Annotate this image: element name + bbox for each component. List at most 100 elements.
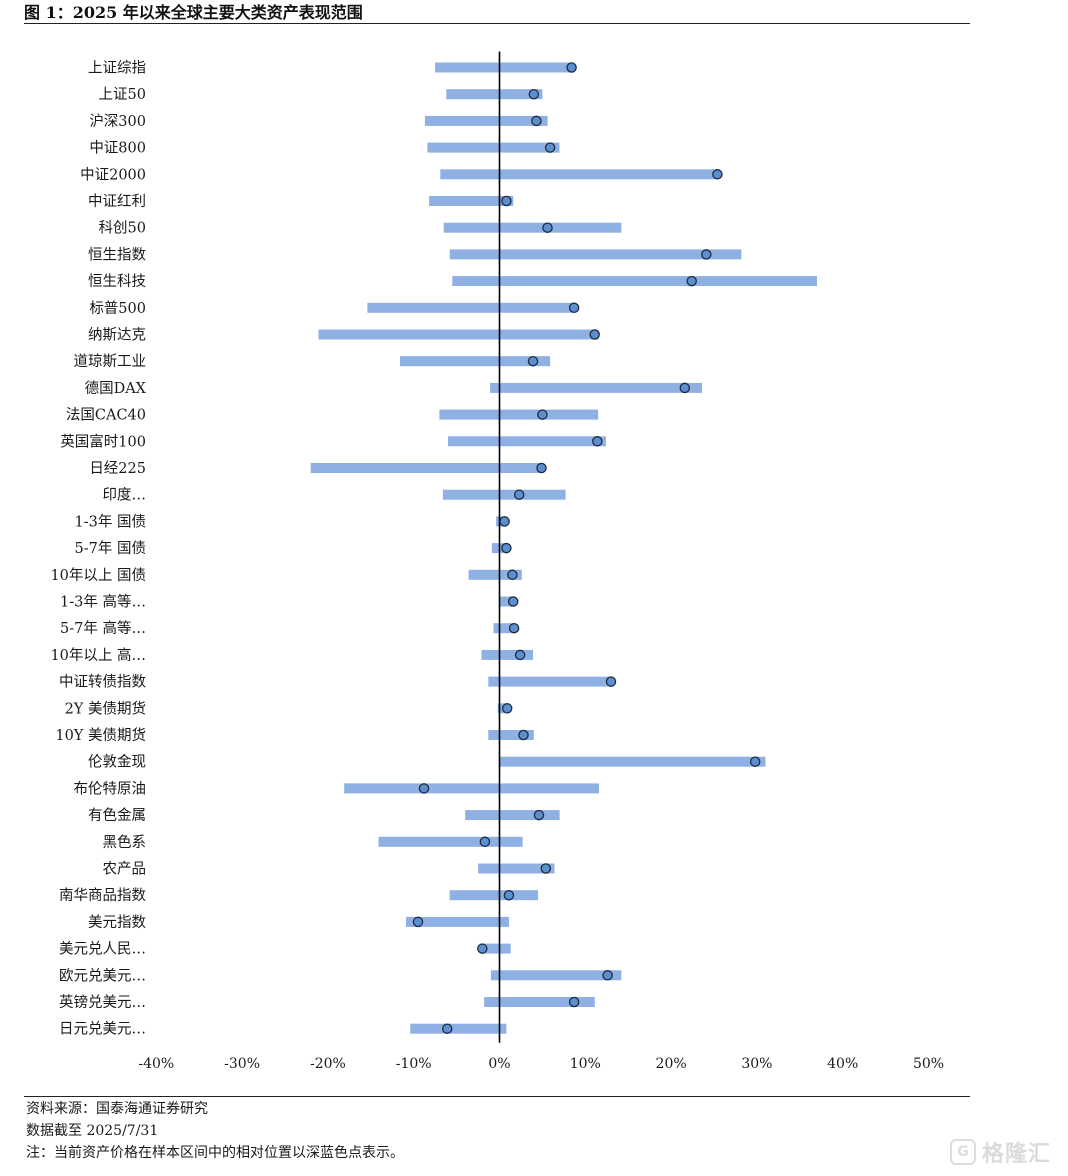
category-label: 上证综指 bbox=[88, 60, 146, 77]
current-point bbox=[605, 676, 617, 687]
current-point bbox=[507, 596, 519, 607]
category-label: 英国富时100 bbox=[60, 432, 146, 450]
range-bar bbox=[465, 810, 560, 821]
current-point bbox=[701, 249, 712, 260]
current-point bbox=[501, 195, 512, 207]
category-label: 有色金属 bbox=[88, 807, 146, 824]
current-point bbox=[418, 783, 430, 794]
category-label: 中证800 bbox=[89, 140, 146, 157]
x-tick-label: -40% bbox=[138, 1056, 174, 1072]
current-point bbox=[533, 809, 545, 821]
date-note: 数据截至 2025/7/31 bbox=[26, 1123, 159, 1139]
range-bar bbox=[449, 249, 742, 260]
range-bar bbox=[424, 115, 548, 126]
range-bar bbox=[318, 329, 599, 340]
range-bar bbox=[468, 569, 522, 580]
current-point bbox=[513, 489, 525, 500]
category-label: 纳斯达克 bbox=[88, 327, 146, 344]
category-label: 道琼斯工业 bbox=[74, 353, 147, 370]
range-bar bbox=[490, 970, 622, 981]
category-label: 恒生科技 bbox=[88, 273, 146, 290]
range-bar bbox=[367, 302, 575, 313]
current-point bbox=[542, 222, 553, 233]
range-bar bbox=[493, 623, 515, 634]
current-point bbox=[592, 436, 603, 447]
current-point bbox=[544, 142, 556, 153]
category-label: 恒生指数 bbox=[88, 246, 146, 263]
range-bar bbox=[488, 730, 534, 740]
x-tick-label: -30% bbox=[224, 1056, 260, 1072]
current-point bbox=[531, 115, 542, 127]
range-bar bbox=[439, 409, 599, 420]
category-label: 10Y 美债期货 bbox=[55, 727, 146, 744]
range-bar bbox=[310, 463, 543, 473]
current-point bbox=[537, 409, 548, 420]
category-label: 2Y 美债期货 bbox=[65, 700, 146, 717]
current-point bbox=[568, 302, 580, 314]
category-label: 1-3年 国债 bbox=[75, 513, 146, 530]
category-label: 中证转债指数 bbox=[59, 674, 146, 691]
comment-note: 注：当前资产价格在样本区间中的相对位置以深蓝色点表示。 bbox=[26, 1145, 404, 1161]
category-label: 黑色系 bbox=[103, 834, 147, 851]
x-tick-label: -20% bbox=[310, 1056, 346, 1072]
current-point bbox=[566, 62, 577, 73]
x-tick-label: 50% bbox=[913, 1056, 944, 1072]
category-label: 上证50 bbox=[99, 86, 146, 103]
range-bar bbox=[484, 997, 595, 1007]
current-point bbox=[501, 703, 513, 714]
category-label: 印度… bbox=[103, 487, 147, 504]
category-label: 南华商品指数 bbox=[59, 887, 146, 904]
current-point bbox=[568, 996, 580, 1008]
category-label: 标普500 bbox=[89, 300, 146, 317]
category-label: 法国CAC40 bbox=[66, 407, 146, 424]
category-label: 英镑兑美元… bbox=[59, 993, 146, 1011]
range-bar bbox=[435, 62, 573, 73]
x-tick-label: 30% bbox=[741, 1056, 772, 1072]
range-bar bbox=[429, 196, 514, 206]
range-bar bbox=[442, 489, 566, 500]
range-bar bbox=[344, 783, 599, 794]
top-rule bbox=[24, 23, 970, 24]
current-point bbox=[479, 836, 491, 848]
current-point bbox=[536, 462, 547, 474]
current-point bbox=[503, 889, 515, 901]
category-label: 伦敦金现 bbox=[88, 754, 146, 771]
range-bar bbox=[481, 649, 533, 660]
current-point bbox=[501, 542, 512, 554]
category-label: 10年以上 国债 bbox=[50, 567, 146, 584]
current-point bbox=[507, 569, 518, 581]
category-label: 欧元兑美元… bbox=[59, 967, 146, 984]
category-label: 日元兑美元… bbox=[59, 1021, 146, 1038]
category-label: 布伦特原油 bbox=[74, 780, 147, 797]
range-bar bbox=[378, 836, 523, 847]
category-label: 德国DAX bbox=[85, 380, 147, 397]
watermark-text: 格隆汇 bbox=[982, 1142, 1052, 1167]
category-label: 5-7年 高等… bbox=[60, 619, 146, 637]
range-bar bbox=[410, 1023, 507, 1034]
range-bar bbox=[449, 890, 539, 901]
current-point bbox=[514, 649, 526, 661]
current-point bbox=[477, 943, 488, 954]
current-point bbox=[441, 1023, 453, 1034]
watermark-icon: G bbox=[950, 1139, 976, 1165]
watermark-logo: G 格隆汇 bbox=[950, 1135, 1062, 1169]
range-bar bbox=[478, 863, 555, 874]
category-label: 10年以上 高… bbox=[50, 647, 146, 664]
category-label: 中证红利 bbox=[88, 193, 146, 210]
x-tick-label: 0% bbox=[488, 1056, 510, 1072]
current-point bbox=[499, 516, 510, 527]
category-label: 美元指数 bbox=[88, 914, 146, 931]
range-bar bbox=[406, 916, 509, 927]
current-point bbox=[749, 756, 761, 767]
category-label: 科创50 bbox=[99, 220, 146, 237]
current-point bbox=[527, 355, 539, 367]
range-bar bbox=[446, 89, 543, 100]
range-bar bbox=[499, 756, 766, 767]
category-label: 农产品 bbox=[103, 861, 147, 878]
range-bar bbox=[427, 142, 560, 153]
range-bar bbox=[443, 222, 622, 233]
range-bar bbox=[499, 596, 515, 607]
x-tick-label: -10% bbox=[396, 1056, 432, 1072]
range-bar bbox=[448, 436, 606, 447]
figure-title: 图 1：2025 年以来全球主要大类资产表现范围 bbox=[24, 3, 363, 22]
